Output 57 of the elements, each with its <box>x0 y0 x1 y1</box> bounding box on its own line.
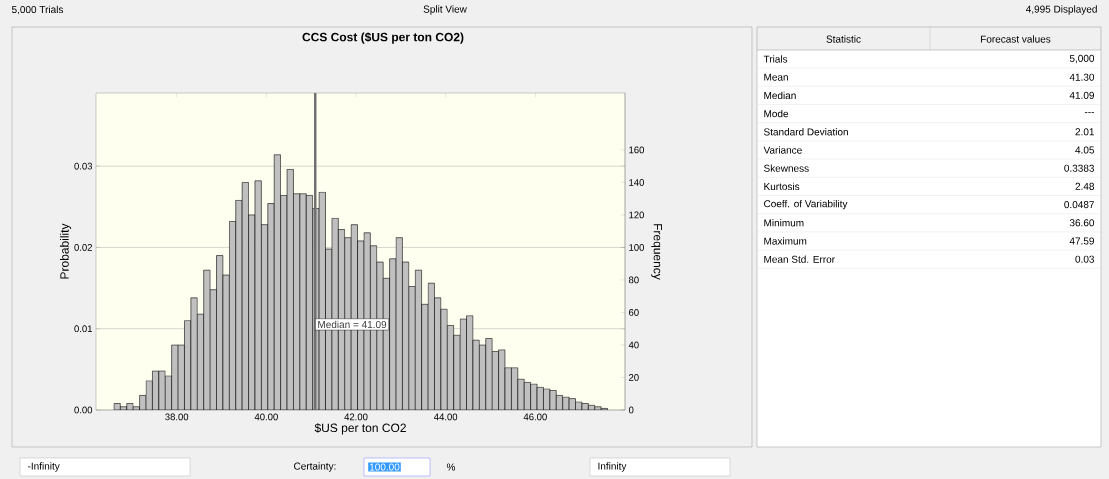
y2-tick-label: 160 <box>629 146 645 154</box>
category-label: Variance <box>763 146 802 154</box>
y-tick-label: 0.00 <box>74 406 93 414</box>
text: 0.03 <box>1075 255 1095 263</box>
text: 36.60 <box>1069 219 1095 227</box>
category-label: Skewness <box>763 164 809 172</box>
y2-tick-label: 40 <box>628 341 639 349</box>
x-axis-title: $US per ton CO2 <box>314 423 406 435</box>
text: Certainty: <box>294 462 336 472</box>
category-label: Minimum <box>764 219 804 227</box>
text: --- <box>1084 112 1095 113</box>
text: Split View <box>423 5 467 15</box>
text: 5,000 <box>1069 54 1095 64</box>
y2-tick-label: 0 <box>628 406 634 414</box>
y-tick-label: 0.02 <box>74 244 93 251</box>
y2-tick-label: 80 <box>628 276 639 284</box>
text: 5,000 Trials <box>11 5 64 15</box>
y2-tick-label: 120 <box>629 211 645 219</box>
y2-tick-label: 60 <box>629 309 639 316</box>
y2-tick-label: 100 <box>629 244 645 251</box>
category-label: Standard Deviation <box>763 128 848 136</box>
text: 41.09 <box>1069 91 1094 99</box>
category-label: Coeff. of Variability <box>764 199 848 210</box>
y2-tick-label: 140 <box>629 179 645 186</box>
x-tick-label: 40.00 <box>254 413 278 421</box>
text: Statistic <box>826 35 861 43</box>
text: 4.05 <box>1075 146 1095 154</box>
category-label: Mean <box>764 73 788 81</box>
text: Forecast values <box>981 35 1051 43</box>
y-tick-label: 0.01 <box>74 325 93 333</box>
category-label: Maximum <box>764 237 807 245</box>
text: 47.59 <box>1069 237 1094 245</box>
chart-title: CCS Cost ($US per ton CO2) <box>302 32 464 44</box>
y2-tick-label: 20 <box>629 374 639 381</box>
text: 100.00 <box>369 463 400 471</box>
ref-line-label: Median = 41.09 <box>318 320 387 329</box>
text: -Infinity <box>27 462 60 472</box>
text: 4,995 Displayed <box>1025 5 1097 15</box>
text: % <box>446 463 456 471</box>
category-label: Mean Std. Error <box>764 255 835 263</box>
x-tick-label: 44.00 <box>434 413 458 421</box>
text: 0.0487 <box>1064 201 1094 209</box>
category-label: Kurtosis <box>764 182 800 191</box>
text: 2.48 <box>1075 182 1095 190</box>
x-tick-label: 42.00 <box>344 413 368 421</box>
text: Infinity <box>598 462 627 472</box>
y-tick-label: 0.03 <box>74 162 93 170</box>
x-tick-label: 38.00 <box>165 413 189 421</box>
text: 0.3383 <box>1064 164 1095 172</box>
category-label: Trials <box>763 55 788 63</box>
x-tick-label: 46.00 <box>523 413 547 421</box>
category-label: Median <box>764 91 796 100</box>
text: 41.30 <box>1069 73 1095 81</box>
category-label: Mode <box>764 109 789 118</box>
y2-axis-title: Frequency <box>651 224 662 280</box>
y-axis-title: Probability <box>59 223 72 279</box>
text: 2.01 <box>1075 128 1094 136</box>
